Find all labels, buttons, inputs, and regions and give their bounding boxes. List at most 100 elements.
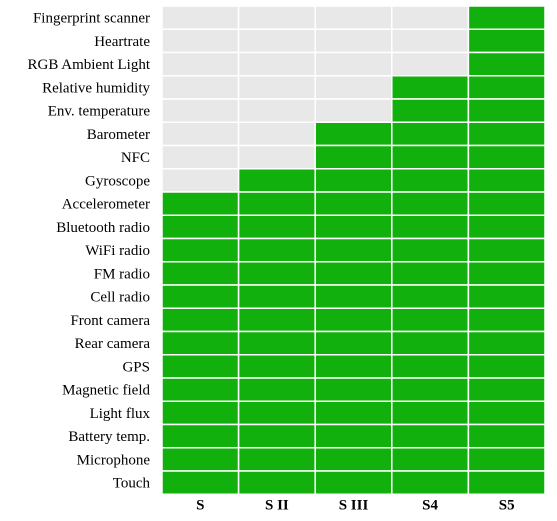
cell-touch-s-ii bbox=[237, 470, 316, 495]
row-label-touch: Touch bbox=[113, 476, 151, 492]
cell-battery-temp-s bbox=[161, 423, 240, 449]
cell-light-flux-s4 bbox=[391, 400, 470, 426]
cell-accelerometer-s5 bbox=[467, 191, 546, 216]
cell-front-camera-s-ii bbox=[237, 307, 316, 333]
cell-heartrate-s-ii bbox=[237, 28, 316, 54]
row-label-env-temperature: Env. temperature bbox=[48, 104, 151, 120]
cell-fingerprint-scanner-s-iii bbox=[314, 5, 393, 30]
cell-accelerometer-s-ii bbox=[237, 191, 316, 216]
cell-microphone-s4 bbox=[391, 447, 470, 472]
cell-gps-s4 bbox=[391, 354, 470, 379]
cell-front-camera-s5 bbox=[467, 307, 546, 333]
row-label-wifi-radio: WiFi radio bbox=[85, 243, 150, 259]
cell-fm-radio-s5 bbox=[467, 261, 546, 286]
cell-bluetooth-radio-s bbox=[161, 214, 240, 240]
cell-relative-humidity-s4 bbox=[391, 75, 470, 100]
cell-bluetooth-radio-s-ii bbox=[237, 214, 316, 240]
cell-heartrate-s4 bbox=[391, 28, 470, 54]
cell-heartrate-s-iii bbox=[314, 28, 393, 54]
cell-light-flux-s-ii bbox=[237, 400, 316, 426]
cell-barometer-s bbox=[161, 121, 240, 147]
cell-rgb-ambient-light-s bbox=[161, 51, 240, 77]
cell-gps-s-ii bbox=[237, 354, 316, 379]
cell-fingerprint-scanner-s bbox=[161, 5, 240, 30]
row-label-nfc: NFC bbox=[121, 150, 150, 166]
cell-cell-radio-s-iii bbox=[314, 284, 393, 309]
cell-microphone-s-iii bbox=[314, 447, 393, 472]
cell-gps-s-iii bbox=[314, 354, 393, 379]
cell-fingerprint-scanner-s5 bbox=[467, 5, 546, 30]
cell-rgb-ambient-light-s-ii bbox=[237, 51, 316, 77]
cell-rgb-ambient-light-s-iii bbox=[314, 51, 393, 77]
cell-gps-s5 bbox=[467, 354, 546, 379]
cell-rear-camera-s-iii bbox=[314, 330, 393, 356]
column-label-s5: S5 bbox=[499, 497, 515, 513]
row-label-accelerometer: Accelerometer bbox=[62, 197, 150, 213]
cell-battery-temp-s5 bbox=[467, 423, 546, 449]
row-label-gyroscope: Gyroscope bbox=[85, 173, 150, 189]
cell-magnetic-field-s-ii bbox=[237, 377, 316, 402]
cell-gyroscope-s5 bbox=[467, 168, 546, 193]
row-label-rgb-ambient-light: RGB Ambient Light bbox=[27, 57, 150, 73]
cell-env-temperature-s bbox=[161, 98, 240, 123]
row-label-fm-radio: FM radio bbox=[94, 266, 150, 282]
row-label-relative-humidity: Relative humidity bbox=[42, 80, 150, 96]
cell-cell-radio-s bbox=[161, 284, 240, 309]
row-label-barometer: Barometer bbox=[87, 127, 150, 143]
cell-accelerometer-s-iii bbox=[314, 191, 393, 216]
cell-bluetooth-radio-s4 bbox=[391, 214, 470, 240]
cell-battery-temp-s-iii bbox=[314, 423, 393, 449]
cell-magnetic-field-s-iii bbox=[314, 377, 393, 402]
cell-magnetic-field-s bbox=[161, 377, 240, 402]
column-label-s4: S4 bbox=[422, 497, 438, 513]
cell-touch-s5 bbox=[467, 470, 546, 495]
cell-wifi-radio-s-ii bbox=[237, 237, 316, 263]
cell-fm-radio-s-ii bbox=[237, 261, 316, 286]
row-labels: Fingerprint scanner Heartrate RGB Ambient … bbox=[27, 11, 150, 492]
column-label-s-ii: S II bbox=[265, 497, 289, 513]
cell-nfc-s-ii bbox=[237, 144, 316, 170]
cell-rear-camera-s-ii bbox=[237, 330, 316, 356]
row-label-heartrate: Heartrate bbox=[94, 34, 150, 50]
cell-light-flux-s-iii bbox=[314, 400, 393, 426]
cell-heartrate-s5 bbox=[467, 28, 546, 54]
cell-rear-camera-s bbox=[161, 330, 240, 356]
cell-fm-radio-s4 bbox=[391, 261, 470, 286]
cell-relative-humidity-s-iii bbox=[314, 75, 393, 100]
column-label-s-iii: S III bbox=[339, 497, 369, 513]
row-label-microphone: Microphone bbox=[77, 452, 151, 468]
cell-barometer-s-iii bbox=[314, 121, 393, 147]
cell-wifi-radio-s bbox=[161, 237, 240, 263]
cell-light-flux-s5 bbox=[467, 400, 546, 426]
cell-relative-humidity-s5 bbox=[467, 75, 546, 100]
cell-heartrate-s bbox=[161, 28, 240, 54]
cell-gyroscope-s-ii bbox=[237, 168, 316, 193]
cell-gyroscope-s4 bbox=[391, 168, 470, 193]
row-label-gps: GPS bbox=[122, 359, 150, 375]
cell-barometer-s-ii bbox=[237, 121, 316, 147]
cell-front-camera-s-iii bbox=[314, 307, 393, 333]
row-label-magnetic-field: Magnetic field bbox=[62, 383, 150, 399]
cell-rear-camera-s4 bbox=[391, 330, 470, 356]
cell-magnetic-field-s5 bbox=[467, 377, 546, 402]
cell-fm-radio-s bbox=[161, 261, 240, 286]
cell-env-temperature-s5 bbox=[467, 98, 546, 123]
column-labels: S S II S III S4 S5 bbox=[196, 497, 514, 513]
cell-front-camera-s bbox=[161, 307, 240, 333]
cell-relative-humidity-s bbox=[161, 75, 240, 100]
cell-fingerprint-scanner-s-ii bbox=[237, 5, 316, 30]
cell-accelerometer-s bbox=[161, 191, 240, 216]
row-label-fingerprint-scanner: Fingerprint scanner bbox=[33, 11, 150, 27]
cell-wifi-radio-s4 bbox=[391, 237, 470, 263]
row-label-cell-radio: Cell radio bbox=[90, 290, 150, 306]
cell-nfc-s5 bbox=[467, 144, 546, 170]
cell-wifi-radio-s5 bbox=[467, 237, 546, 263]
cell-env-temperature-s4 bbox=[391, 98, 470, 123]
cell-fingerprint-scanner-s4 bbox=[391, 5, 470, 30]
cell-magnetic-field-s4 bbox=[391, 377, 470, 402]
cell-gps-s bbox=[161, 354, 240, 379]
cell-nfc-s4 bbox=[391, 144, 470, 170]
cell-bluetooth-radio-s-iii bbox=[314, 214, 393, 240]
cell-light-flux-s bbox=[161, 400, 240, 426]
